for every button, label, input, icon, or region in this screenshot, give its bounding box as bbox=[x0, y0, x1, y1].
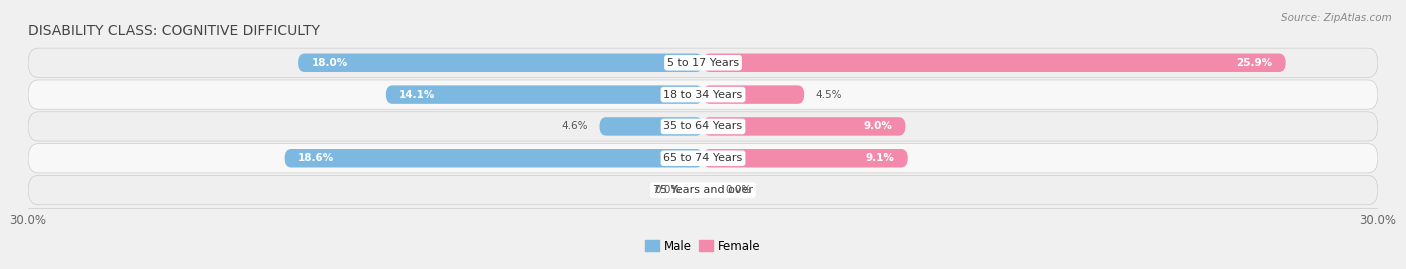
FancyBboxPatch shape bbox=[385, 85, 703, 104]
Text: 14.1%: 14.1% bbox=[399, 90, 436, 100]
Text: 9.0%: 9.0% bbox=[863, 121, 891, 132]
Text: 0.0%: 0.0% bbox=[654, 185, 681, 195]
Text: 18 to 34 Years: 18 to 34 Years bbox=[664, 90, 742, 100]
FancyBboxPatch shape bbox=[703, 54, 1285, 72]
FancyBboxPatch shape bbox=[284, 149, 703, 168]
Text: 4.6%: 4.6% bbox=[562, 121, 588, 132]
Text: 35 to 64 Years: 35 to 64 Years bbox=[664, 121, 742, 132]
Text: 5 to 17 Years: 5 to 17 Years bbox=[666, 58, 740, 68]
FancyBboxPatch shape bbox=[298, 54, 703, 72]
FancyBboxPatch shape bbox=[703, 149, 908, 168]
Text: 65 to 74 Years: 65 to 74 Years bbox=[664, 153, 742, 163]
Text: 4.5%: 4.5% bbox=[815, 90, 842, 100]
Text: 18.0%: 18.0% bbox=[312, 58, 347, 68]
Text: 25.9%: 25.9% bbox=[1236, 58, 1272, 68]
FancyBboxPatch shape bbox=[28, 80, 1378, 109]
Text: 75 Years and over: 75 Years and over bbox=[652, 185, 754, 195]
FancyBboxPatch shape bbox=[28, 112, 1378, 141]
Text: 18.6%: 18.6% bbox=[298, 153, 335, 163]
Text: DISABILITY CLASS: COGNITIVE DIFFICULTY: DISABILITY CLASS: COGNITIVE DIFFICULTY bbox=[28, 24, 321, 38]
FancyBboxPatch shape bbox=[703, 85, 804, 104]
Text: 0.0%: 0.0% bbox=[725, 185, 752, 195]
FancyBboxPatch shape bbox=[599, 117, 703, 136]
FancyBboxPatch shape bbox=[28, 175, 1378, 205]
Text: 9.1%: 9.1% bbox=[865, 153, 894, 163]
FancyBboxPatch shape bbox=[28, 48, 1378, 77]
FancyBboxPatch shape bbox=[703, 117, 905, 136]
Legend: Male, Female: Male, Female bbox=[641, 235, 765, 257]
Text: Source: ZipAtlas.com: Source: ZipAtlas.com bbox=[1281, 13, 1392, 23]
FancyBboxPatch shape bbox=[28, 144, 1378, 173]
